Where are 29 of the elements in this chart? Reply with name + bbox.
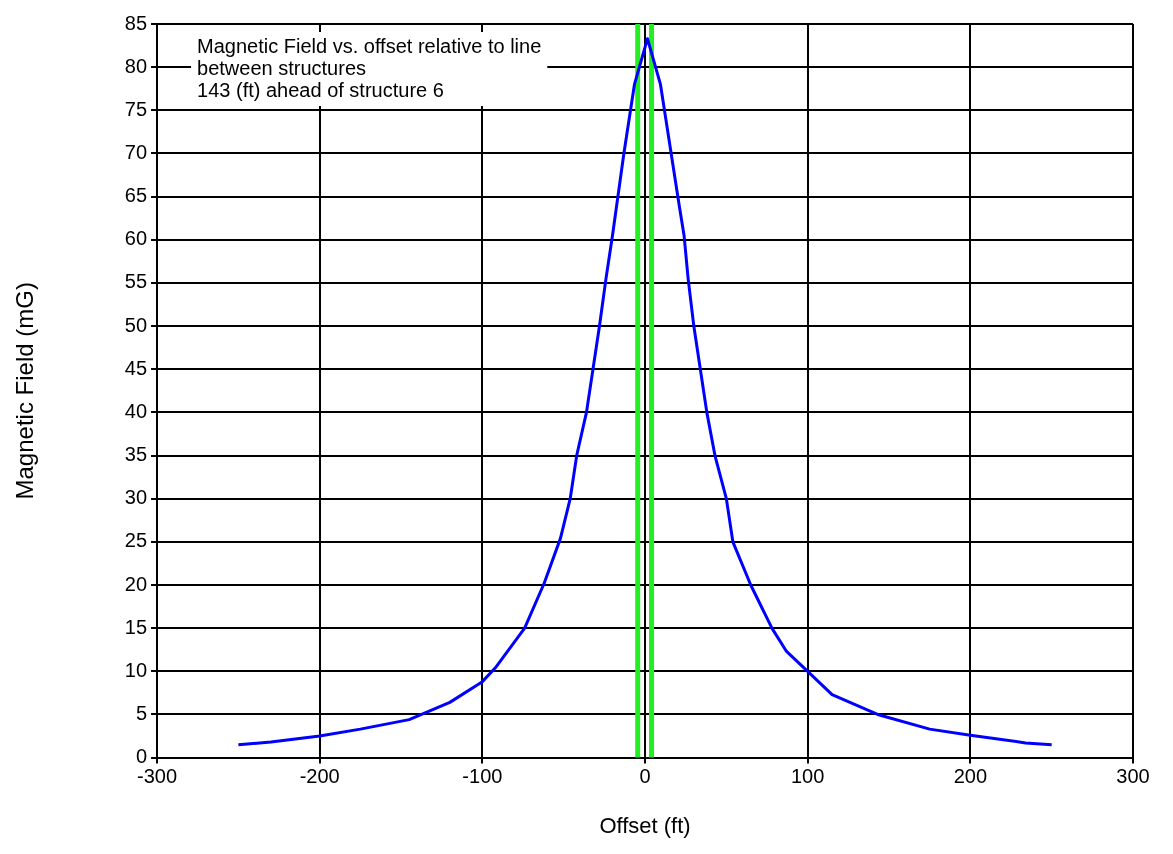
x-axis-title: Offset (ft) (599, 812, 691, 838)
y-tick-label: 75 (124, 97, 148, 120)
y-axis-title: Magnetic Field (mG) (11, 282, 39, 500)
y-tick-label: 45 (124, 356, 148, 379)
y-tick-label: 70 (124, 140, 148, 163)
y-tick-label: 80 (124, 54, 148, 77)
y-tick-label: 55 (124, 270, 148, 293)
y-tick-label: 25 (124, 529, 148, 552)
y-tick-label: 0 (135, 745, 148, 768)
x-tick-label: -100 (462, 765, 503, 788)
y-tick-label: 10 (124, 658, 148, 681)
y-tick-label: 35 (124, 443, 148, 466)
y-tick-label: 50 (124, 313, 148, 336)
y-tick-label: 60 (124, 227, 148, 250)
y-tick-label: 85 (124, 11, 148, 34)
y-tick-label: 5 (135, 701, 148, 724)
annotation: 143 (ft) ahead of structure 6 (197, 78, 444, 101)
y-tick-label: 40 (124, 399, 148, 422)
y-tick-label: 65 (124, 184, 148, 207)
x-tick-label: 100 (790, 765, 825, 788)
x-tick-label: -200 (299, 765, 340, 788)
x-tick-label: 300 (1116, 765, 1150, 788)
x-tick-label: -300 (137, 765, 178, 788)
y-tick-label: 30 (124, 486, 148, 509)
y-tick-label: 15 (124, 615, 148, 638)
x-tick-label: 200 (953, 765, 988, 788)
y-tick-label: 20 (124, 572, 148, 595)
x-tick-label: 0 (639, 765, 651, 788)
annotation: Magnetic Field vs. offset relative to line between structures (197, 34, 542, 79)
